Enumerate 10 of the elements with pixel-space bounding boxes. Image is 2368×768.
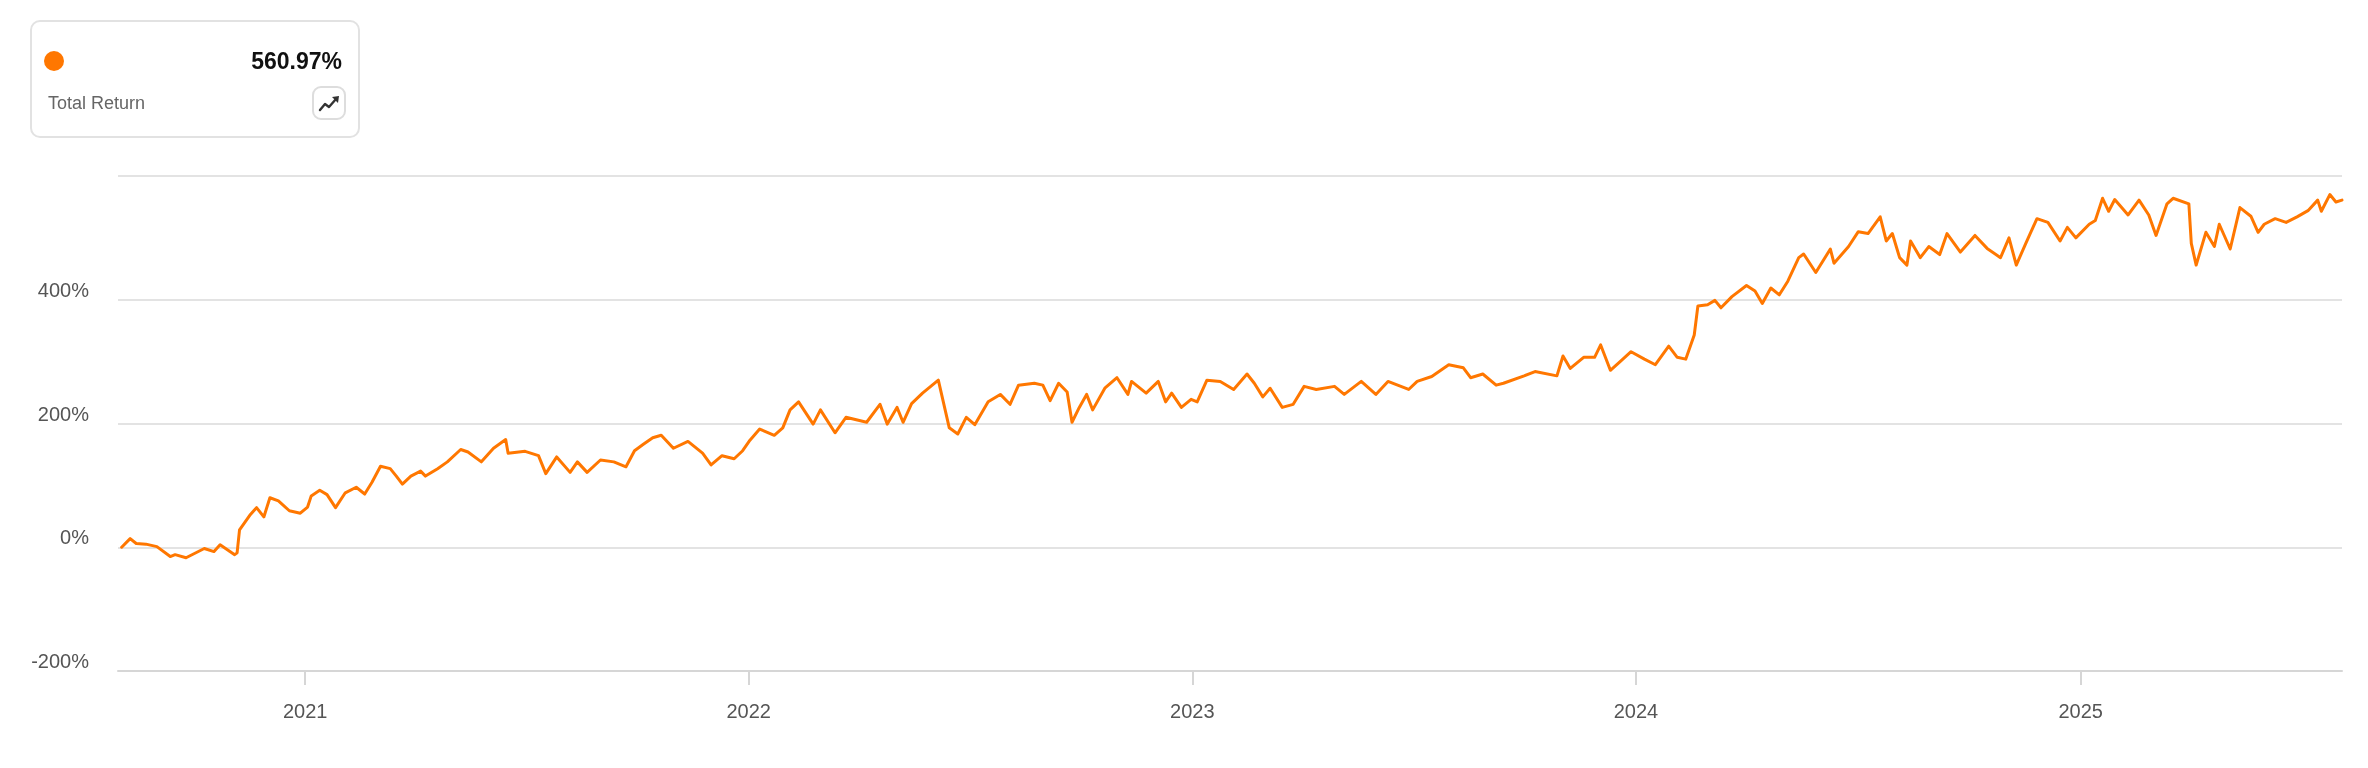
y-tick-label: 0% xyxy=(60,526,90,549)
y-tick-label: 200% xyxy=(37,402,90,425)
x-tick-label: 2023 xyxy=(1170,700,1215,722)
x-tick-label: 2025 xyxy=(2058,700,2103,722)
x-tick-label: 2024 xyxy=(1613,700,1659,722)
y-tick-label: 400% xyxy=(37,278,90,301)
x-tick-label: 2022 xyxy=(726,700,771,722)
x-tick-label: 2021 xyxy=(282,700,328,722)
y-tick-label: -200% xyxy=(31,650,90,672)
info-card: 560.97% Total Return xyxy=(30,20,360,138)
